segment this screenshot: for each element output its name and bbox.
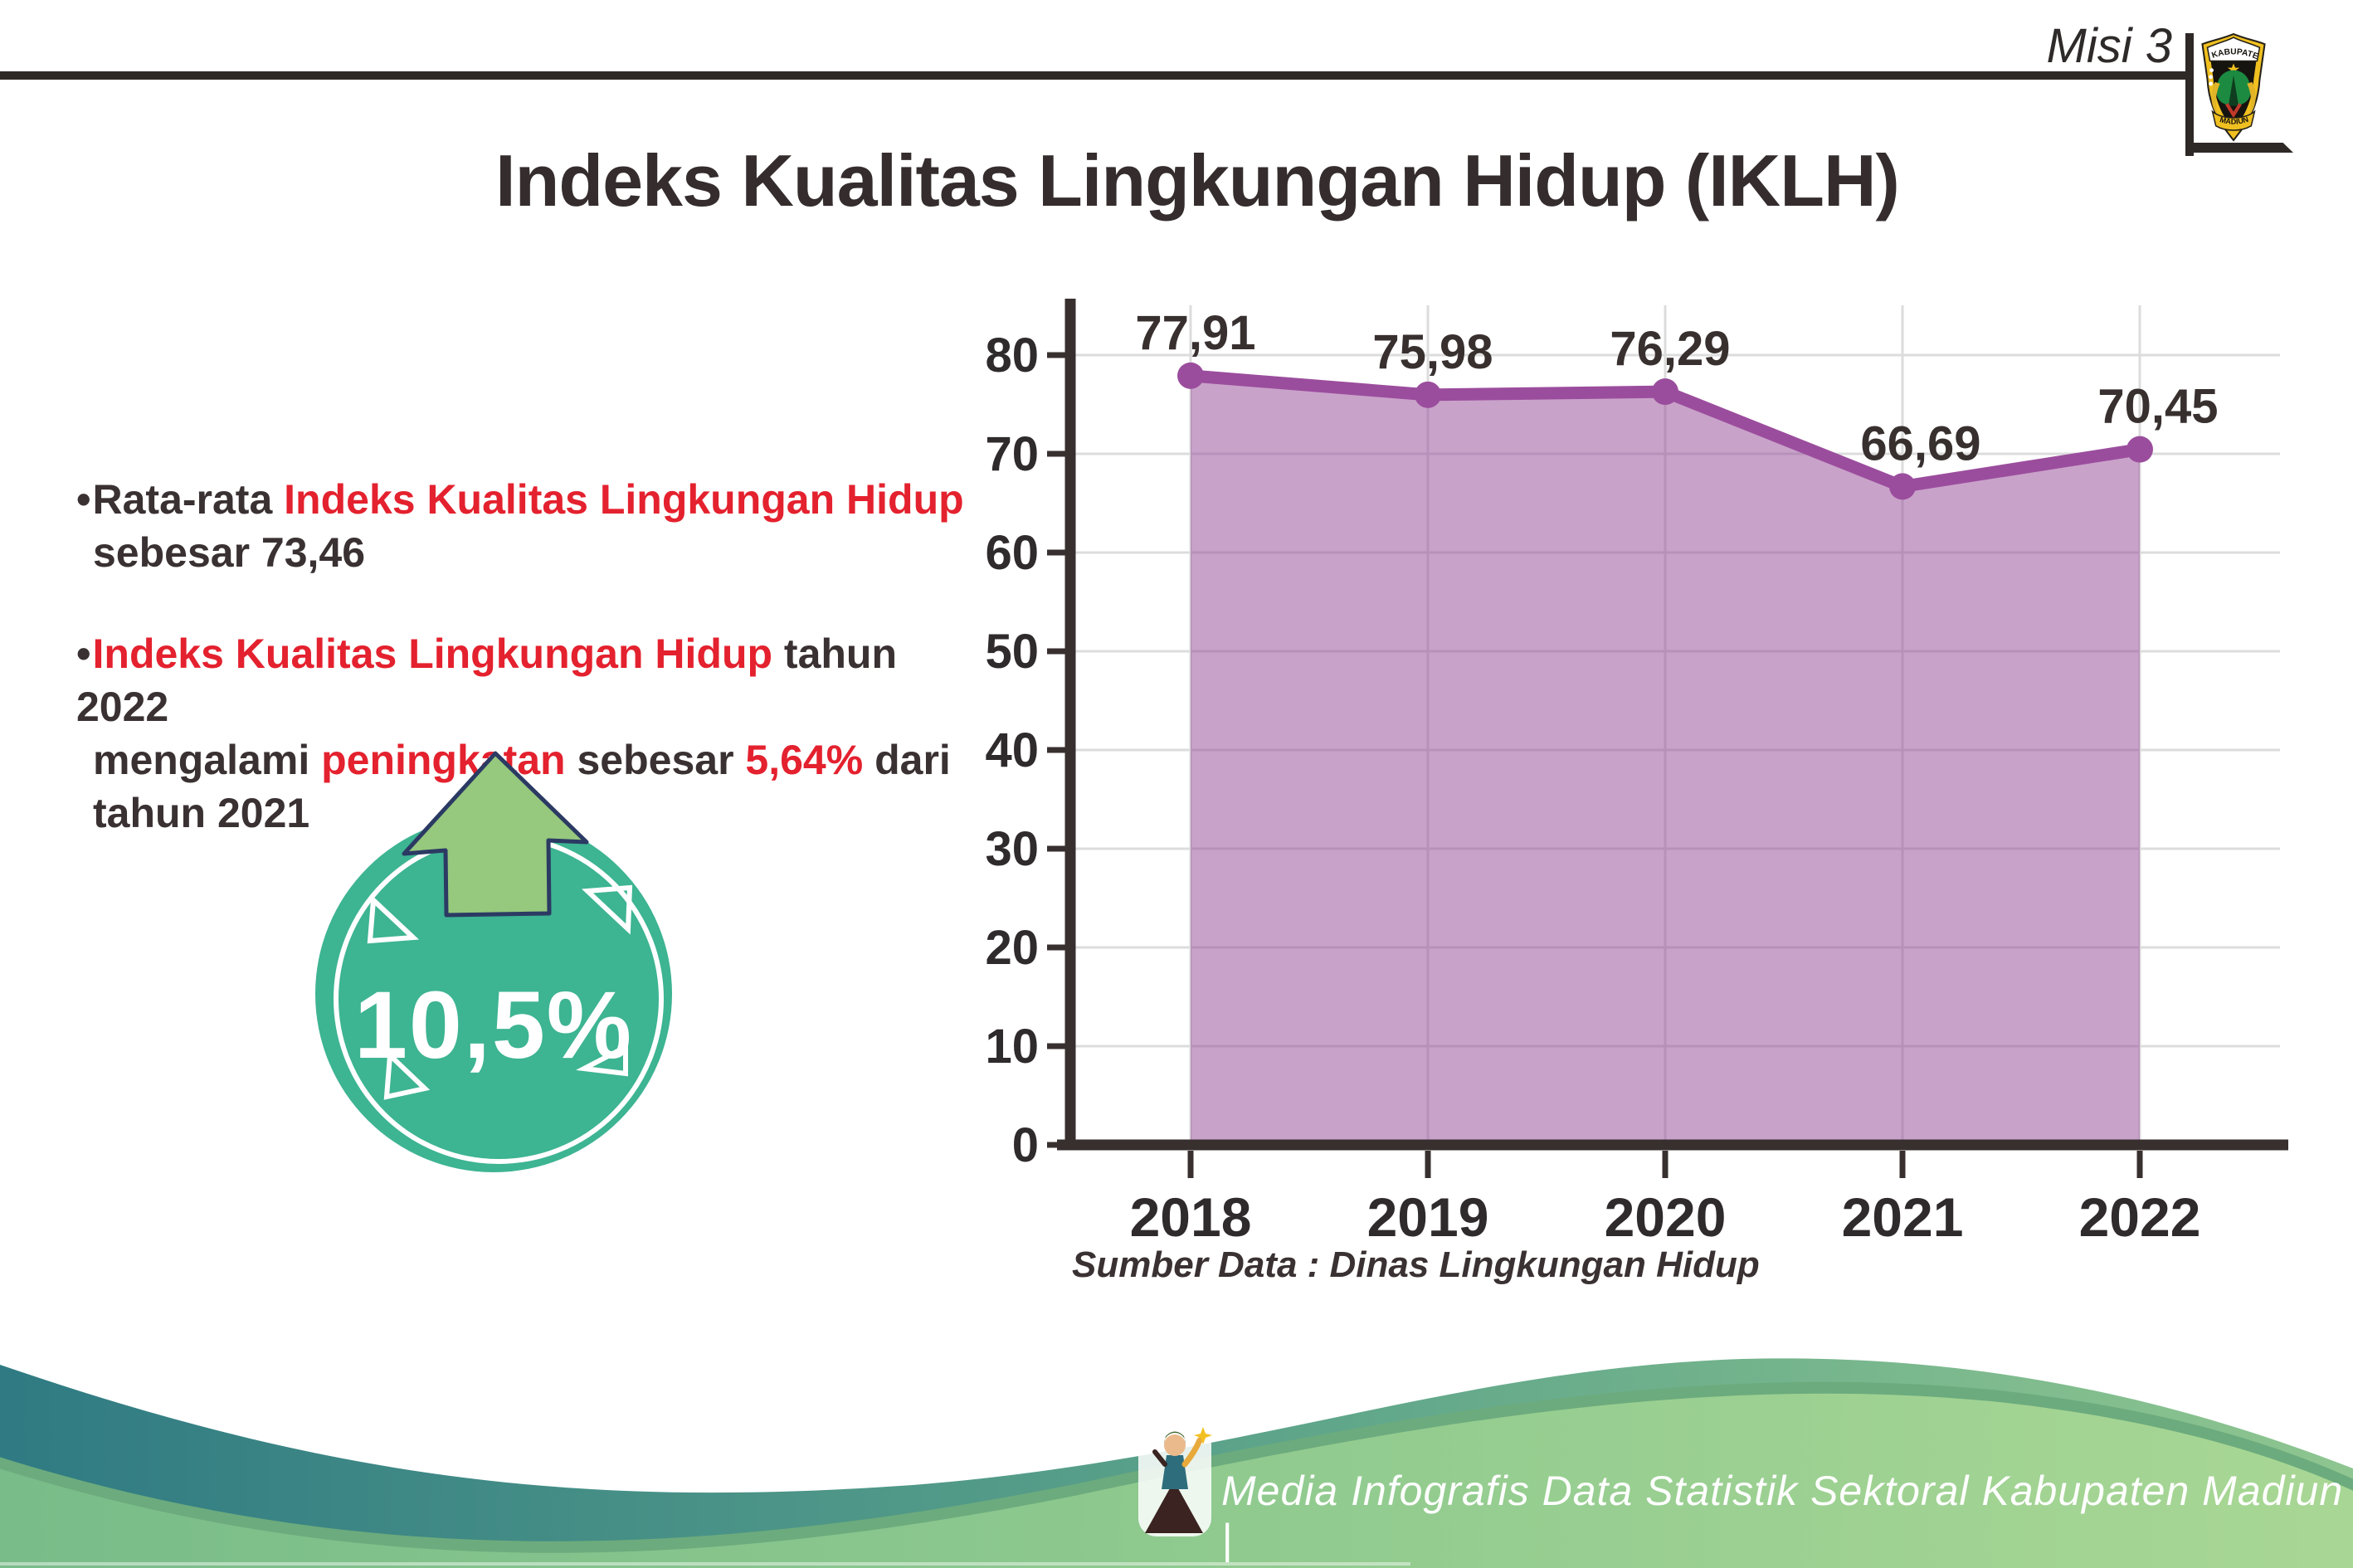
bullet-text: sebesar 73,46 xyxy=(93,529,366,576)
crest-right-wreath xyxy=(2247,81,2256,117)
area-fill xyxy=(1191,375,2140,1146)
data-point xyxy=(1415,381,1441,408)
bullet-line: sebesar 73,46 xyxy=(76,526,981,579)
bullet-line: mengalami peningkatan sebesar 5,64% dari xyxy=(76,733,981,786)
x-tick-label: 2020 xyxy=(1605,1186,1727,1248)
crest-left-wreath xyxy=(2211,81,2220,117)
spark-triangle xyxy=(383,1049,431,1100)
bullet-text: sebesar xyxy=(565,737,746,783)
bullet-line: tahun 2021 xyxy=(76,786,981,840)
bullet-marker: • xyxy=(76,631,91,677)
bullet-text-highlight: Indeks Kualitas Lingkungan Hidup xyxy=(284,476,964,523)
y-tick-label: 20 xyxy=(985,921,1039,975)
y-tick-label: 0 xyxy=(1012,1118,1039,1172)
kabupaten-madiun-logo: KABUPATEN MADIUN xyxy=(2197,33,2266,142)
bullet-text: Rata-rata xyxy=(92,476,285,523)
x-tick-label: 2022 xyxy=(2079,1186,2201,1248)
x-tick-label: 2021 xyxy=(1842,1186,1964,1248)
y-tick-label: 30 xyxy=(985,822,1039,876)
mascot-icon xyxy=(1138,1425,1212,1536)
spark-triangle xyxy=(367,894,420,944)
insight-bullet-average: •Rata-rata Indeks Kualitas Lingkungan Hi… xyxy=(76,473,981,579)
bullet-text: tahun 2022 xyxy=(76,631,898,730)
data-label: 66,69 xyxy=(1860,416,1980,470)
iklh-chart: 77,91 75,98 76,29 66,69 70,45 0 10 20 30 40 50 60 70… xyxy=(971,158,2353,1319)
bullet-text-highlight: peningkatan xyxy=(321,737,566,783)
spark-triangle xyxy=(575,1043,628,1077)
y-tick-label: 50 xyxy=(985,625,1039,679)
crest-tree-trunk xyxy=(2228,75,2239,106)
insight-bullet-increase: •Indeks Kualitas Lingkungan Hidup tahun … xyxy=(76,627,981,840)
bullet-line: •Rata-rata Indeks Kualitas Lingkungan Hi… xyxy=(76,473,981,526)
header-rule xyxy=(0,71,2192,80)
up-arrow xyxy=(402,751,589,918)
crest-red-ribbon xyxy=(2225,103,2242,119)
y-tick-label: 60 xyxy=(985,526,1039,580)
increase-arrow-icon xyxy=(367,751,633,1100)
data-label: 77,91 xyxy=(1135,306,1255,360)
misi-label: Misi 3 xyxy=(2046,19,2172,73)
x-tick-label: 2018 xyxy=(1130,1186,1252,1248)
y-tick-label: 80 xyxy=(985,329,1039,382)
bullet-line: •Indeks Kualitas Lingkungan Hidup tahun … xyxy=(76,627,981,733)
crest-bottom-banner xyxy=(2211,110,2256,131)
y-tick-label: 70 xyxy=(985,427,1039,481)
bullet-text: mengalami xyxy=(93,737,322,783)
spark-triangle xyxy=(581,884,633,935)
bullet-text-highlight: Indeks Kualitas Lingkungan Hidup xyxy=(92,631,773,677)
footer-caption: Media Infografis Data Statistik Sektoral… xyxy=(1221,1468,2344,1562)
data-point xyxy=(1177,362,1204,389)
footer-waves xyxy=(0,1358,2353,1568)
data-label: 70,45 xyxy=(2097,380,2218,434)
data-point xyxy=(2126,436,2153,463)
data-point xyxy=(1889,473,1916,500)
bullet-text: dari xyxy=(863,737,951,783)
data-label: 75,98 xyxy=(1372,325,1493,379)
x-tick-label: 2019 xyxy=(1367,1186,1489,1248)
header-bracket-vertical xyxy=(2185,33,2194,156)
data-point xyxy=(1652,378,1678,406)
crest-top-banner xyxy=(2206,37,2261,62)
y-tick-label: 10 xyxy=(985,1020,1039,1074)
footer-bottom-line xyxy=(0,1562,1410,1566)
y-tick-label: 40 xyxy=(985,723,1039,777)
bullet-text-highlight: 5,64% xyxy=(745,737,864,783)
crest-bottom-text: MADIUN xyxy=(2219,115,2249,126)
page-title: Indeks Kualitas Lingkungan Hidup (IKLH) xyxy=(495,139,1900,222)
bullet-marker: • xyxy=(76,476,91,523)
increase-percentage: 10,5% xyxy=(353,972,634,1079)
bullet-text: tahun 2021 xyxy=(93,790,310,836)
data-label: 76,29 xyxy=(1610,322,1730,376)
source-note: Sumber Data : Dinas Lingkungan Hidup xyxy=(1072,1244,1760,1285)
header-bracket-horizontal xyxy=(2190,143,2293,153)
